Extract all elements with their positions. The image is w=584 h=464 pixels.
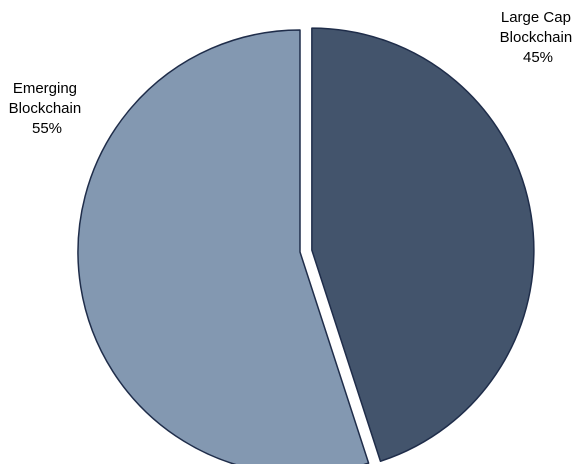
pie-slice-emerging xyxy=(77,29,370,464)
slice-label-large-cap-line-2: Blockchain xyxy=(500,29,573,46)
slice-label-emerging-line-2: Blockchain xyxy=(9,100,82,117)
pie-slices xyxy=(77,27,535,464)
slice-label-emerging-line-1: Emerging xyxy=(13,80,77,97)
slice-value-emerging: 55% xyxy=(32,120,62,137)
slice-label-emerging: Emerging Blockchain 55% xyxy=(9,80,86,137)
slice-label-large-cap: Large Cap Blockchain 45% xyxy=(500,9,577,66)
slice-value-large-cap: 45% xyxy=(523,49,553,66)
pie-slice-large-cap xyxy=(311,27,535,463)
slice-label-large-cap-line-1: Large Cap xyxy=(501,9,571,26)
